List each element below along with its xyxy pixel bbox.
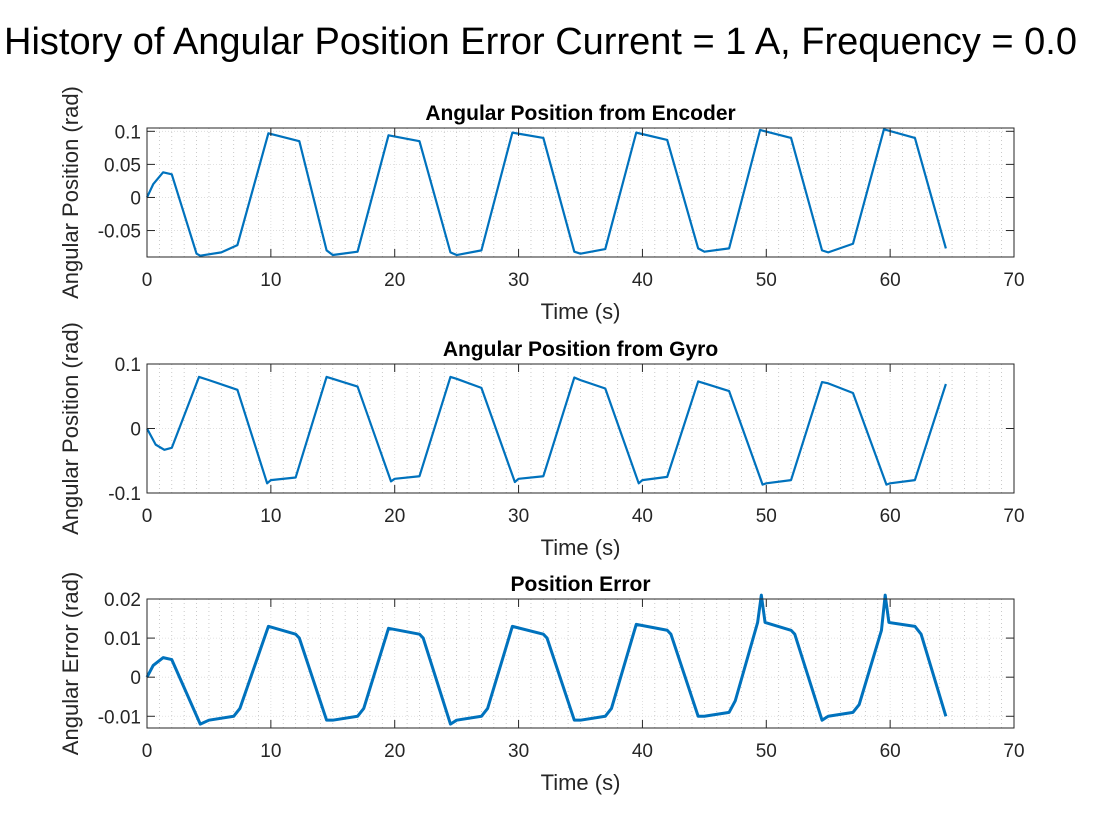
x-axis-label: Time (s) [541, 299, 621, 324]
x-tick-label: 0 [142, 741, 153, 762]
x-tick-label: 40 [632, 270, 653, 291]
x-tick-label: 40 [632, 741, 653, 762]
y-tick-label: 0.05 [104, 155, 141, 176]
x-tick-label: 60 [880, 741, 901, 762]
x-tick-label: 10 [260, 741, 281, 762]
figure-suptitle: History of Angular Position Error Curren… [4, 21, 1077, 63]
x-tick-label: 20 [384, 270, 405, 291]
x-tick-label: 70 [1003, 506, 1024, 527]
x-tick-label: 10 [260, 506, 281, 527]
y-axis-label: Angular Error (rad) [58, 572, 83, 755]
x-tick-label: 70 [1003, 741, 1024, 762]
x-tick-label: 60 [880, 270, 901, 291]
x-tick-label: 70 [1003, 270, 1024, 291]
y-tick-label: 0 [130, 668, 141, 689]
x-tick-label: 20 [384, 741, 405, 762]
x-tick-label: 0 [142, 506, 153, 527]
y-tick-label: -0.05 [98, 222, 141, 243]
subplot-1: 0 10 20 30 40 50 60 70 -0.05 0 0.05 0.1 Angular Posi… [58, 86, 1025, 324]
x-tick-label: 20 [384, 506, 405, 527]
y-axis-label: Angular Position (rad) [58, 86, 83, 299]
y-axis-label: Angular Position (rad) [58, 322, 83, 535]
x-axis-label: Time (s) [541, 535, 621, 560]
subplots: 0 10 20 30 40 50 60 70 -0.05 0 0.05 0.1 Angular Posi… [58, 86, 1025, 795]
y-tick-label: 0.1 [115, 355, 141, 376]
x-tick-label: 50 [756, 270, 777, 291]
axes-box [146, 598, 1015, 729]
y-tick-label: 0.1 [115, 122, 141, 143]
x-tick-label: 50 [756, 506, 777, 527]
y-tick-label: -0.1 [108, 484, 141, 505]
x-axis-label: Time (s) [541, 770, 621, 795]
y-tick-label: 0.01 [104, 629, 141, 650]
x-tick-label: 30 [508, 506, 529, 527]
y-tick-label: 0.02 [104, 590, 141, 611]
series-line [146, 375, 947, 486]
y-tick-label: -0.01 [98, 707, 141, 728]
x-tick-label: 0 [142, 270, 153, 291]
x-tick-label: 30 [508, 270, 529, 291]
subplot-title: Angular Position from Gyro [443, 338, 718, 361]
x-tick-label: 60 [880, 506, 901, 527]
x-tick-label: 50 [756, 741, 777, 762]
x-tick-label: 30 [508, 741, 529, 762]
x-tick-label: 10 [260, 270, 281, 291]
subplot-title: Position Error [510, 573, 650, 596]
axes-box [146, 127, 1015, 258]
series-line [146, 128, 947, 257]
y-tick-label: 0 [130, 188, 141, 209]
series-line [145, 593, 948, 726]
x-tick-label: 40 [632, 506, 653, 527]
subplot-title: Angular Position from Encoder [425, 102, 735, 125]
y-tick-label: 0 [130, 420, 141, 441]
